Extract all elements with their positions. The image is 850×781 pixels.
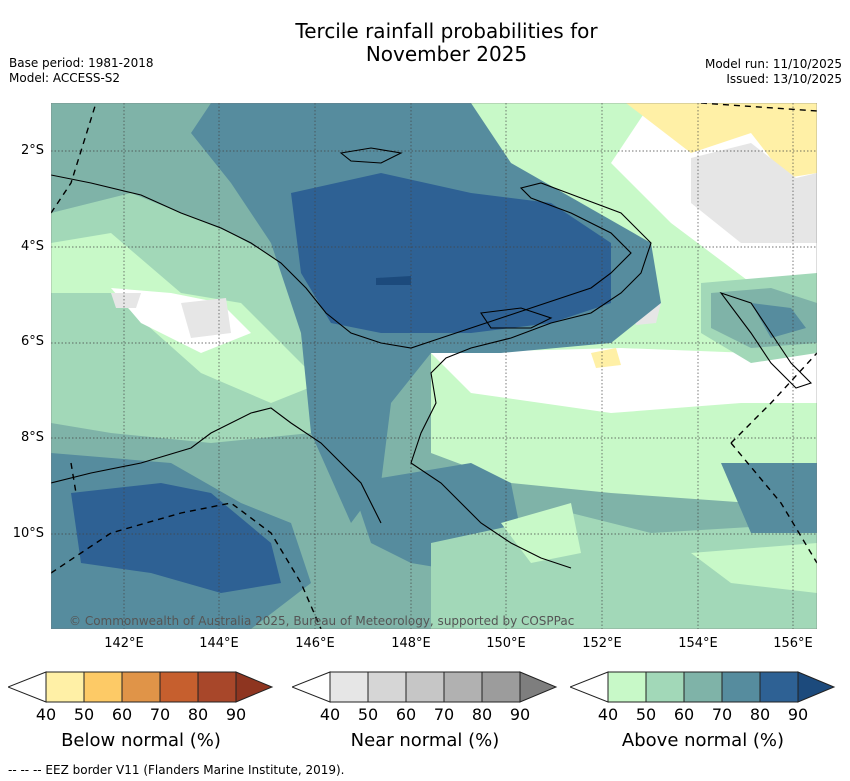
meta-right: Model run: 11/10/2025 Issued: 13/10/2025 — [705, 57, 842, 87]
cb-above-tick-40: 40 — [597, 705, 619, 724]
colorbar-above-title: Above normal (%) — [621, 730, 785, 751]
model-run: Model run: 11/10/2025 — [704, 57, 842, 71]
zone-yellow-e — [591, 348, 621, 368]
lon-label-152e: 152°E — [582, 636, 622, 651]
lon-label-154e: 154°E — [678, 636, 718, 651]
issued-date: Issued: 13/10/2025 — [726, 72, 842, 86]
meta-left: Base period: 1981-2018 Model: ACCESS-S2 — [9, 56, 154, 86]
lat-label-8s: 8°S — [20, 430, 44, 445]
cb-near-tick-40: 40 — [319, 705, 341, 724]
eez-borders — [51, 103, 817, 629]
rainfall-map: © Commonwealth of Australia 2025, Bureau… — [51, 103, 817, 629]
colorbar-near-title: Near normal (%) — [350, 730, 500, 751]
lon-label-148e: 148°E — [391, 636, 431, 651]
copyright-text: © Commonwealth of Australia 2025, Bureau… — [69, 614, 574, 628]
colorbar-below — [8, 671, 274, 703]
lat-label-10s: 10°S — [12, 526, 44, 541]
colorbar-above — [570, 671, 836, 703]
lat-label-4s: 4°S — [20, 239, 44, 254]
zone-grey-ne — [691, 143, 817, 243]
lon-label-144e: 144°E — [199, 636, 239, 651]
cb-near-tick-70: 70 — [433, 705, 455, 724]
base-period: Base period: 1981-2018 — [9, 56, 154, 70]
map-title: Tercile rainfall probabilities for Novem… — [0, 20, 850, 66]
cb-below-tick-80: 80 — [187, 705, 209, 724]
graticule — [51, 103, 817, 629]
cb-above-tick-90: 90 — [787, 705, 809, 724]
lon-label-146e: 146°E — [295, 636, 335, 651]
cb-above-tick-60: 60 — [673, 705, 695, 724]
cb-near-tick-80: 80 — [471, 705, 493, 724]
zone-white-e — [431, 348, 817, 413]
lat-label-2s: 2°S — [20, 143, 44, 158]
zone-blue80-sw2 — [71, 483, 281, 593]
zone-grey-w — [181, 298, 231, 338]
cb-below-tick-40: 40 — [35, 705, 57, 724]
cb-above-tick-80: 80 — [749, 705, 771, 724]
lat-label-6s: 6°S — [20, 334, 44, 349]
colorbar-below-title: Below normal (%) — [61, 730, 221, 751]
cb-above-tick-70: 70 — [711, 705, 733, 724]
title-line-2: November 2025 — [365, 42, 528, 66]
cb-below-tick-50: 50 — [73, 705, 95, 724]
cb-near-tick-90: 90 — [509, 705, 531, 724]
cb-below-tick-60: 60 — [111, 705, 133, 724]
zone-blue90-c — [376, 276, 411, 285]
zone-blue80-e — [751, 303, 806, 338]
colorbar-near — [292, 671, 558, 703]
cb-above-tick-50: 50 — [635, 705, 657, 724]
cb-below-tick-90: 90 — [225, 705, 247, 724]
lon-label-150e: 150°E — [486, 636, 526, 651]
lon-label-156e: 156°E — [773, 636, 813, 651]
cb-below-tick-70: 70 — [149, 705, 171, 724]
zone-yellow-ne — [626, 103, 817, 178]
coastlines — [51, 147, 813, 569]
model-name: Model: ACCESS-S2 — [9, 71, 121, 85]
zone-teal70-se — [721, 463, 817, 533]
zone-grey-w2 — [111, 293, 141, 308]
cb-near-tick-50: 50 — [357, 705, 379, 724]
eez-footnote: -- -- -- EEZ border V11 (Flanders Marine… — [8, 763, 345, 777]
cb-near-tick-60: 60 — [395, 705, 417, 724]
title-line-1: Tercile rainfall probabilities for — [295, 19, 598, 43]
zone-blue80-c — [291, 173, 611, 333]
lon-label-142e: 142°E — [104, 636, 144, 651]
zone-green50-se — [691, 543, 817, 593]
